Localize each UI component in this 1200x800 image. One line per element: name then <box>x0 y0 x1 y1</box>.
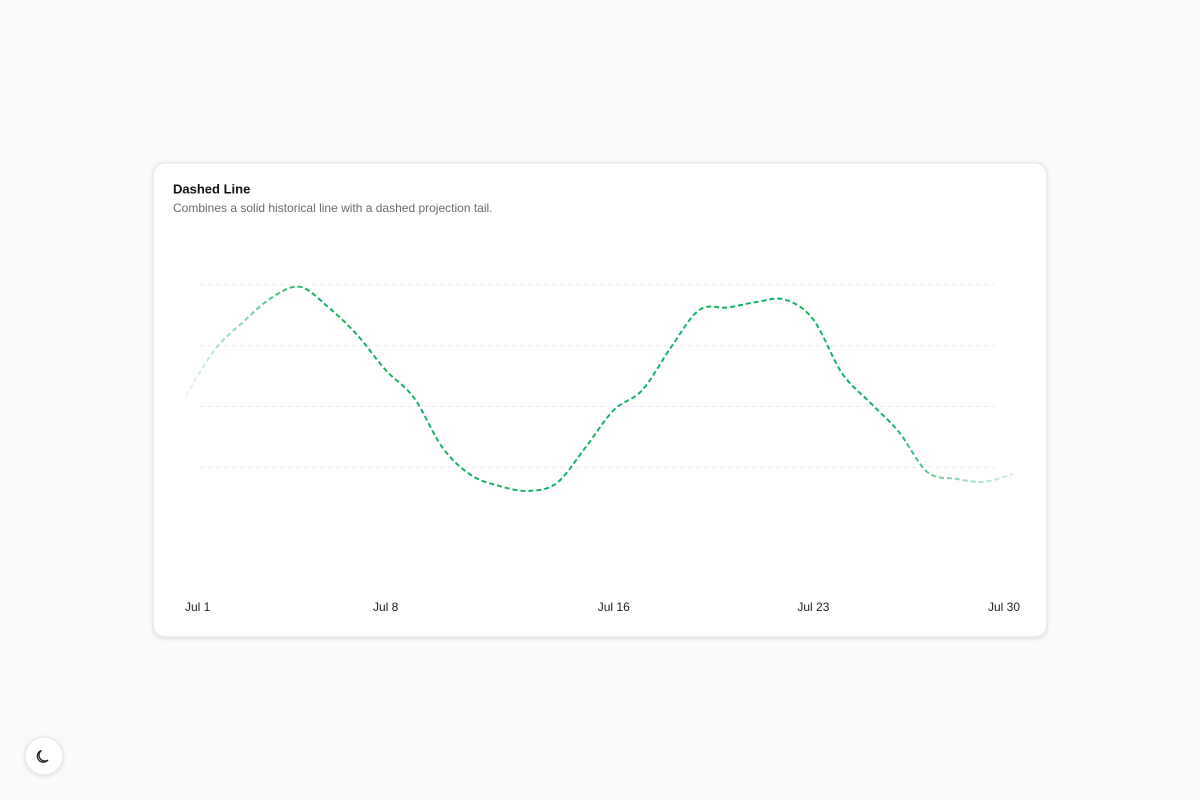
data-line <box>185 285 1014 492</box>
x-tick-label: Jul 1 <box>185 600 211 614</box>
moon-icon <box>36 749 49 763</box>
card <box>152 162 1048 638</box>
chart-title: Dashed Line <box>173 181 250 196</box>
chart-subtitle: Combines a solid historical line with a … <box>173 201 493 215</box>
x-tick-label: Jul 16 <box>598 600 630 614</box>
x-tick-label: Jul 8 <box>373 600 399 614</box>
x-tick-label: Jul 23 <box>797 600 829 614</box>
toggle-button[interactable] <box>24 736 64 776</box>
x-tick-label: Jul 30 <box>988 600 1020 614</box>
theme-toggle[interactable] <box>24 736 64 776</box>
